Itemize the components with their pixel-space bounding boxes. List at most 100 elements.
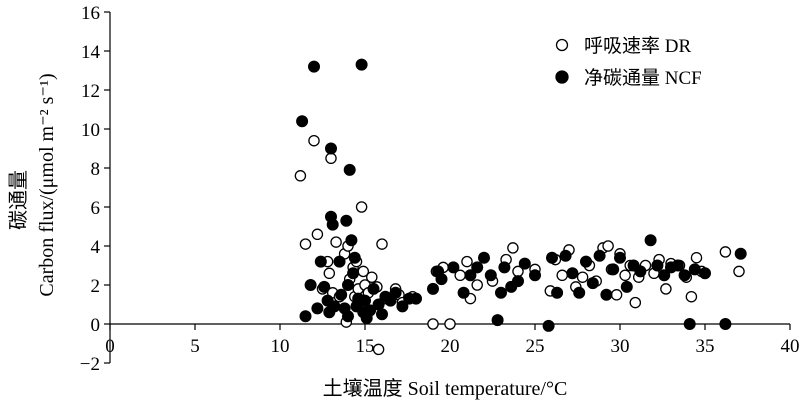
ncf-point bbox=[304, 278, 317, 291]
y-tick-label: 12 bbox=[81, 81, 100, 102]
dr-point bbox=[690, 251, 703, 264]
x-tick-label: 5 bbox=[190, 336, 200, 357]
dr-point bbox=[330, 236, 342, 248]
ncf-point bbox=[457, 286, 470, 299]
ncf-point bbox=[367, 282, 380, 295]
y-tick-label: −2 bbox=[80, 354, 100, 375]
legend-marker-dr bbox=[555, 38, 569, 52]
ncf-point bbox=[326, 218, 339, 231]
dr-point bbox=[311, 228, 324, 241]
y-axis-title-cn: 碳通量 bbox=[7, 170, 30, 230]
x-tick-label: 15 bbox=[356, 336, 375, 357]
x-tick-label: 20 bbox=[441, 336, 460, 357]
ncf-point bbox=[683, 317, 696, 330]
ncf-point bbox=[580, 255, 593, 268]
dr-point bbox=[685, 290, 698, 303]
ncf-point bbox=[333, 255, 346, 268]
ncf-point bbox=[494, 286, 507, 299]
ncf-point bbox=[484, 269, 497, 282]
ncf-point bbox=[546, 251, 559, 264]
ncf-point bbox=[314, 255, 327, 268]
ncf-point bbox=[347, 267, 360, 280]
dr-point bbox=[507, 242, 519, 254]
y-axis-title-en: Carbon flux/(μmol m⁻² s⁻¹) bbox=[36, 73, 58, 296]
ncf-point bbox=[409, 292, 422, 305]
dr-point bbox=[427, 318, 439, 330]
ncf-point bbox=[529, 269, 542, 282]
x-tick-label: 25 bbox=[526, 336, 545, 357]
ncf-point bbox=[435, 273, 448, 286]
dr-point bbox=[556, 269, 568, 282]
ncf-point bbox=[512, 275, 525, 288]
ncf-point bbox=[477, 251, 490, 264]
ncf-point bbox=[348, 251, 361, 264]
ncf-point bbox=[607, 263, 620, 276]
legend: 呼吸速率 DR 净碳通量 NCF bbox=[555, 35, 702, 89]
y-tick-label: 6 bbox=[91, 198, 101, 219]
dr-point bbox=[444, 318, 456, 330]
ncf-point bbox=[464, 269, 477, 282]
dr-point bbox=[602, 240, 614, 252]
ncf-point bbox=[593, 249, 606, 262]
ncf-point bbox=[734, 247, 747, 260]
legend-marker-ncf bbox=[555, 70, 569, 84]
dr-point bbox=[294, 170, 307, 182]
ncf-point bbox=[600, 288, 613, 301]
ncf-point bbox=[542, 319, 555, 332]
dr-point bbox=[629, 296, 642, 309]
ncf-point bbox=[559, 249, 572, 262]
ncf-point bbox=[614, 251, 627, 264]
ncf-point bbox=[658, 269, 671, 282]
y-tick-label: 2 bbox=[91, 276, 101, 297]
ncf-point bbox=[671, 259, 684, 272]
dr-point bbox=[366, 271, 378, 283]
ncf-point bbox=[364, 304, 377, 317]
data-points bbox=[294, 58, 747, 356]
ncf-point bbox=[426, 282, 439, 295]
ncf-point bbox=[343, 163, 356, 176]
ncf-point bbox=[566, 267, 579, 280]
ncf-point bbox=[296, 115, 309, 128]
ncf-point bbox=[688, 263, 701, 276]
x-tick-label: 40 bbox=[781, 336, 800, 357]
ncf-point bbox=[699, 267, 712, 280]
ncf-point bbox=[678, 269, 691, 282]
ncf-point bbox=[318, 280, 331, 293]
ncf-point bbox=[471, 261, 484, 274]
dr-point bbox=[372, 343, 385, 356]
ncf-point bbox=[518, 257, 531, 270]
y-tick-label: 10 bbox=[81, 120, 100, 141]
y-tick-label: 8 bbox=[91, 159, 101, 180]
ncf-point bbox=[396, 300, 409, 313]
y-tick-label: 0 bbox=[91, 315, 101, 336]
dr-point bbox=[355, 201, 368, 213]
dr-point bbox=[471, 279, 483, 291]
ncf-point bbox=[447, 261, 460, 274]
x-tick-label: 30 bbox=[611, 336, 630, 357]
dr-point bbox=[576, 271, 589, 283]
ncf-point bbox=[341, 278, 354, 291]
x-axis-title: 土壤温度 Soil temperature/°C bbox=[323, 377, 568, 400]
dr-point bbox=[660, 283, 672, 295]
ncf-point bbox=[644, 234, 657, 247]
ncf-point bbox=[345, 234, 358, 247]
dr-point bbox=[308, 134, 320, 147]
y-tick-label: 16 bbox=[81, 3, 100, 24]
ncf-point bbox=[719, 317, 732, 330]
ncf-point bbox=[586, 277, 599, 290]
ncf-point bbox=[651, 259, 664, 272]
ncf-point bbox=[358, 294, 371, 307]
x-tick-label: 35 bbox=[696, 336, 715, 357]
ncf-point bbox=[341, 310, 354, 323]
ncf-point bbox=[340, 214, 353, 227]
dr-point bbox=[461, 255, 473, 268]
ncf-point bbox=[498, 261, 511, 274]
dr-point bbox=[323, 267, 336, 280]
dr-point bbox=[299, 238, 312, 250]
dr-point bbox=[619, 269, 631, 282]
dr-point bbox=[325, 152, 337, 165]
dr-point bbox=[719, 246, 732, 258]
y-tick-label: 4 bbox=[91, 237, 101, 258]
